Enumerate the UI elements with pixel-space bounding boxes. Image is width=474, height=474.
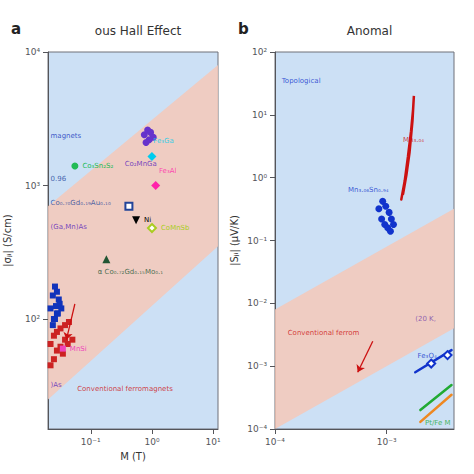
svg-text:10⁰: 10⁰: [252, 173, 267, 183]
svg-text:10⁻¹: 10⁻¹: [247, 236, 267, 246]
svg-text:Conventional ferromagnets: Conventional ferromagnets: [77, 385, 173, 393]
svg-text:Pt/Fe M: Pt/Fe M: [425, 419, 451, 427]
svg-text:10⁻¹: 10⁻¹: [81, 437, 101, 447]
svg-text:MnSi: MnSi: [70, 345, 87, 353]
svg-text:10⁻²: 10⁻²: [247, 298, 267, 308]
svg-text:Mn₃.₀₄: Mn₃.₀₄: [403, 136, 424, 144]
svg-text:10⁰: 10⁰: [144, 437, 159, 447]
svg-text:(Ga,Mn)As: (Ga,Mn)As: [51, 223, 88, 231]
svg-text:ous Hall Effect: ous Hall Effect: [95, 24, 182, 38]
svg-text:magnets: magnets: [51, 132, 82, 140]
svg-text:(20 K,: (20 K,: [415, 315, 436, 323]
svg-text:M (T): M (T): [120, 451, 146, 462]
svg-text:10²: 10²: [25, 314, 40, 324]
svg-text:10⁻⁴: 10⁻⁴: [265, 437, 285, 447]
svg-text:Fe₃Ga: Fe₃Ga: [153, 137, 173, 145]
svg-text:Conventional ferrom: Conventional ferrom: [288, 329, 360, 337]
svg-text:Fe₃Al: Fe₃Al: [159, 167, 177, 175]
svg-text:0.96: 0.96: [51, 175, 67, 183]
svg-text:)As: )As: [51, 381, 63, 389]
svg-text:α Co₀.₇₂Gd₀.₁₅Mo₀.₁: α Co₀.₇₂Gd₀.₁₅Mo₀.₁: [98, 268, 164, 276]
svg-text:10⁻⁴: 10⁻⁴: [247, 424, 267, 434]
svg-text:Co₂MnGa: Co₂MnGa: [125, 160, 157, 168]
svg-text:Ni: Ni: [144, 216, 151, 224]
svg-text:Co₃Sn₂S₂: Co₃Sn₂S₂: [82, 162, 113, 170]
svg-text:Mn₃.₀₆Sn₀.₉₄: Mn₃.₀₆Sn₀.₉₄: [348, 186, 389, 194]
svg-text:a: a: [11, 20, 21, 38]
svg-text:|σⱼᵢ| (S/cm): |σⱼᵢ| (S/cm): [2, 214, 14, 267]
svg-text:10²: 10²: [252, 47, 267, 57]
svg-text:|Sⱼᵢ| (μV/K): |Sⱼᵢ| (μV/K): [229, 215, 241, 266]
svg-text:Fe₃O₄: Fe₃O₄: [418, 352, 437, 360]
svg-text:CoMnSb: CoMnSb: [161, 224, 190, 232]
svg-text:Co₀.₇₀Gd₀.₁₉Au₀.₁₀: Co₀.₇₀Gd₀.₁₉Au₀.₁₀: [51, 199, 111, 207]
svg-text:10⁴: 10⁴: [25, 47, 40, 57]
svg-text:10³: 10³: [25, 181, 40, 191]
svg-text:Anomal: Anomal: [347, 24, 393, 38]
svg-text:b: b: [238, 20, 249, 38]
svg-text:10¹: 10¹: [252, 110, 267, 120]
svg-text:10⁻³: 10⁻³: [377, 437, 397, 447]
svg-text:Topological: Topological: [281, 77, 321, 85]
svg-text:10¹: 10¹: [206, 437, 221, 447]
svg-text:10⁻³: 10⁻³: [247, 361, 267, 371]
